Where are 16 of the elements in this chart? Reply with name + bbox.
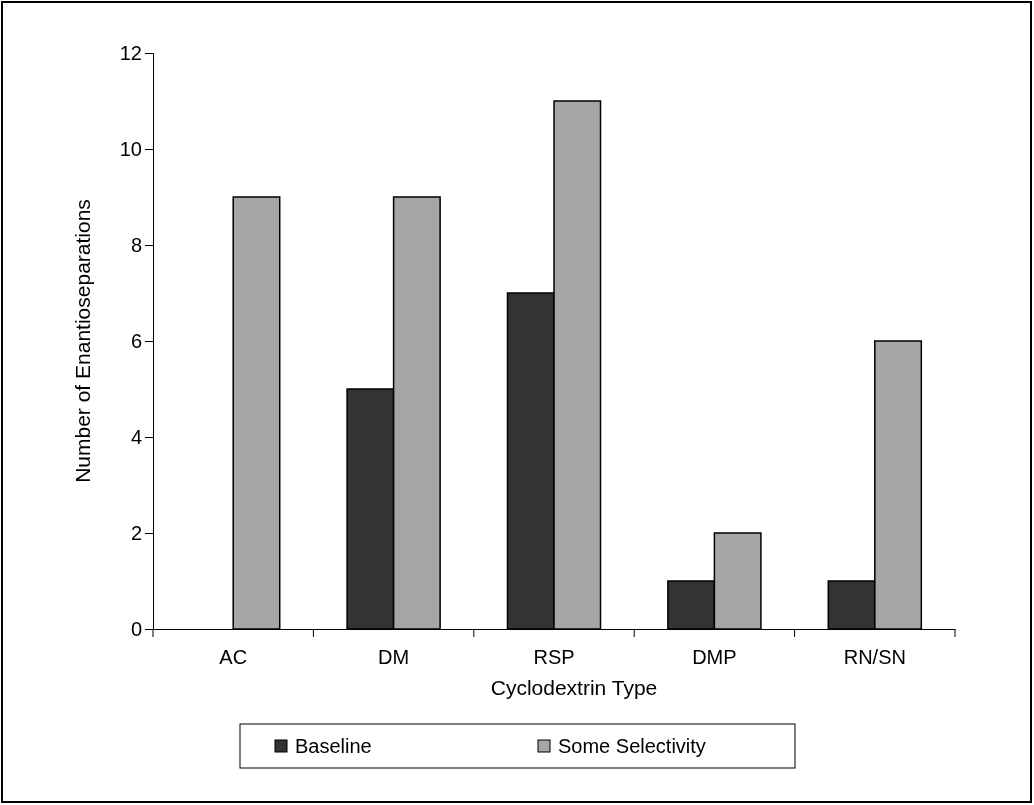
y-axis-title: Number of Enantioseparations: [71, 199, 94, 483]
legend-label: Some Selectivity: [558, 735, 706, 757]
x-tick-label: DMP: [692, 646, 737, 668]
y-tick-label: 10: [119, 137, 142, 160]
y-tick-label: 0: [130, 617, 142, 640]
x-tick-label: AC: [219, 646, 248, 668]
y-tick-label: 2: [130, 521, 142, 544]
y-tick-label: 8: [130, 233, 142, 256]
y-tick-label: 6: [130, 329, 142, 352]
y-tick-label: 12: [119, 41, 142, 64]
legend-label: Baseline: [295, 735, 372, 757]
x-tick-label: RSP: [533, 646, 575, 668]
x-tick-label: RN/SN: [843, 646, 906, 668]
x-axis-title: Cyclodextrin Type: [490, 676, 658, 699]
x-tick-label: DM: [378, 646, 410, 668]
y-tick-label: 4: [130, 425, 142, 448]
